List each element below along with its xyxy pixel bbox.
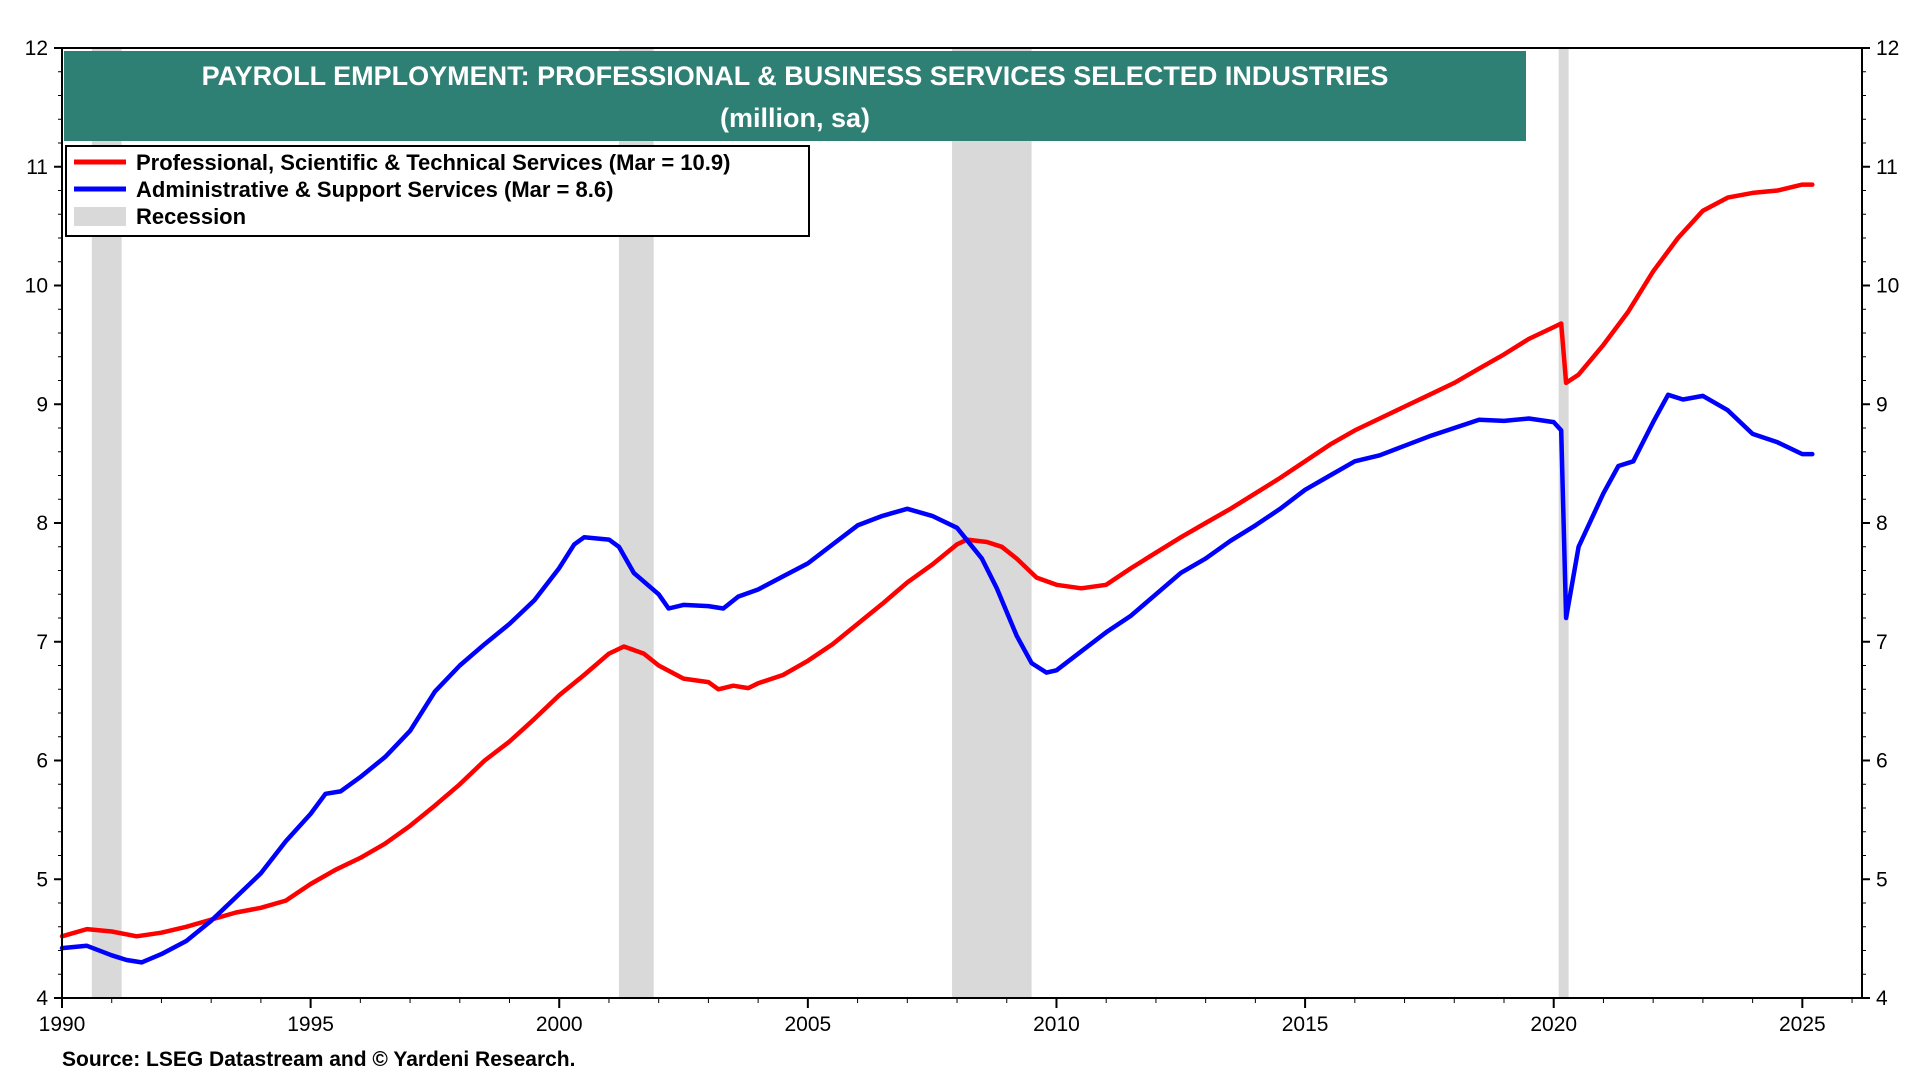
recession-band-2 xyxy=(952,48,1032,998)
legend-swatch-recession xyxy=(74,207,126,226)
x-tick-label-1990: 1990 xyxy=(39,1013,86,1036)
y-tick-label-left-10: 10 xyxy=(25,275,48,298)
legend-label-recession: Recession xyxy=(136,204,246,229)
legend-box xyxy=(65,145,810,237)
y-tick-label-right-6: 6 xyxy=(1876,750,1888,773)
series-line-0 xyxy=(59,182,1815,939)
y-tick-label-left-11: 11 xyxy=(26,156,48,179)
x-tick-label-2010: 2010 xyxy=(1033,1013,1080,1036)
y-tick-label-right-11: 11 xyxy=(1876,156,1898,179)
y-tick-label-right-10: 10 xyxy=(1876,275,1899,298)
x-tick-label-1995: 1995 xyxy=(287,1013,334,1036)
y-tick-label-left-6: 6 xyxy=(36,750,48,773)
chart-subtitle: (million, sa) xyxy=(720,103,870,133)
legend-label-administrative: Administrative & Support Services (Mar =… xyxy=(136,177,613,202)
x-tick-label-2020: 2020 xyxy=(1530,1013,1577,1036)
y-tick-label-left-8: 8 xyxy=(36,512,48,535)
axes: 4 4 5 5 6 6 7 7 8 8 9 9 10 10 11 11 12 12 1990 1995 2000 2005… xyxy=(25,37,1900,1036)
y-tick-label-right-7: 7 xyxy=(1876,631,1888,654)
chart-title: PAYROLL EMPLOYMENT: PROFESSIONAL & BUSIN… xyxy=(202,61,1389,91)
x-tick-label-2005: 2005 xyxy=(784,1013,831,1036)
y-tick-label-left-12: 12 xyxy=(25,37,48,60)
y-tick-label-left-9: 9 xyxy=(36,393,48,416)
legend: Professional, Scientific & Technical Ser… xyxy=(65,145,810,237)
series-lines xyxy=(59,182,1815,965)
x-tick-label-2000: 2000 xyxy=(536,1013,583,1036)
series-line-1 xyxy=(59,392,1815,965)
title-banner xyxy=(64,51,1526,141)
x-tick-label-2025: 2025 xyxy=(1779,1013,1826,1036)
x-tick-label-2015: 2015 xyxy=(1282,1013,1329,1036)
y-tick-label-left-7: 7 xyxy=(36,631,48,654)
y-tick-label-right-4: 4 xyxy=(1876,987,1888,1010)
legend-label-professional: Professional, Scientific & Technical Ser… xyxy=(136,150,730,175)
y-tick-label-left-5: 5 xyxy=(36,868,48,891)
y-tick-label-right-12: 12 xyxy=(1876,37,1899,60)
y-tick-label-left-4: 4 xyxy=(36,987,48,1010)
y-tick-label-right-8: 8 xyxy=(1876,512,1888,535)
y-tick-label-right-9: 9 xyxy=(1876,393,1888,416)
source-note: Source: LSEG Datastream and © Yardeni Re… xyxy=(62,1048,576,1071)
y-tick-label-right-5: 5 xyxy=(1876,868,1888,891)
